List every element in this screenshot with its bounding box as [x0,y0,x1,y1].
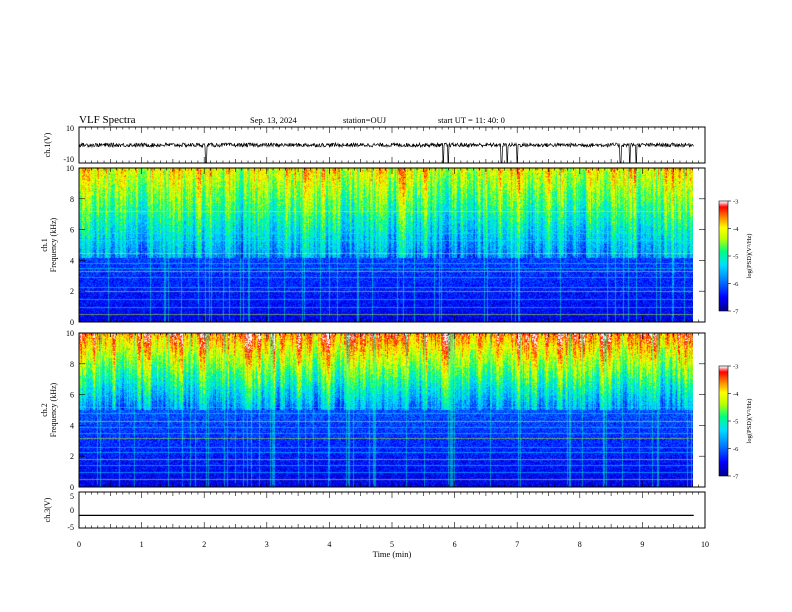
ch1-waveform-panel: 10 -10 ch.1(V) [43,124,706,164]
ch2-spectrogram-ylabel-frequency: Frequency (kHz) [49,382,58,437]
date-label: Sep. 13, 2024 [250,115,298,125]
x-axis-tick-labels: 0 1 2 3 4 5 6 7 8 9 10 [77,540,709,549]
colorbar-tick-label: -4 [733,226,739,233]
y-tick-label: 6 [70,226,74,235]
station-label: station=OUJ [343,115,387,125]
ch2-spectrogram-ylabel-channel: ch.2 [40,403,49,417]
colorbar-tick-label: -5 [733,419,738,426]
ch3-ytick-bottom: -5 [67,523,74,532]
ch1-ylabel: ch.1(V) [43,132,52,157]
x-tick-label: 2 [202,540,206,549]
ch1-colorbar [719,201,728,311]
x-tick-label: 5 [390,540,394,549]
colorbar-tick-label: -7 [733,474,739,481]
y-tick-label: 0 [70,318,74,327]
ch2-spectrogram-image [79,333,693,487]
ch2-colorbar [719,366,728,476]
colorbar-tick-label: -3 [733,199,738,206]
y-tick-label: 0 [70,483,74,492]
ch2-colorbar-ticks: -3 -4 -5 -6 -7 [728,364,739,481]
x-tick-label: 0 [77,540,81,549]
colorbar-tick-label: -4 [733,391,739,398]
ch2-colorbar-label: log(PSD)(V²/Hz) [746,399,753,444]
start-time-label: start UT = 11: 40: 0 [438,115,505,125]
x-tick-label: 4 [327,540,331,549]
x-tick-label: 6 [453,540,457,549]
y-tick-label: 2 [70,287,74,296]
ch1-ytick-bottom: -10 [63,155,74,164]
ch1-spectrogram-image [79,168,693,322]
colorbar-tick-label: -6 [733,281,739,288]
x-tick-label: 3 [265,540,269,549]
ch3-waveform-panel: 5 0 -5 ch.3(V) [43,491,706,532]
y-tick-label: 4 [70,421,74,430]
y-tick-label: 10 [66,329,74,338]
y-tick-label: 2 [70,452,74,461]
x-axis-ticks [78,127,706,528]
ch1-colorbar-label: log(PSD)(V²/Hz) [746,234,753,279]
y-tick-label: 8 [70,360,74,369]
ch3-ytick-middle: 0 [70,506,74,515]
colorbar-tick-label: -5 [733,254,738,261]
ch1-spectrogram-ylabel-channel: ch.1 [40,238,49,252]
x-tick-label: 1 [140,540,144,549]
x-tick-label: 10 [701,540,709,549]
ch1-spectrogram-yticks: 0 2 4 6 8 10 [66,164,705,327]
ch1-waveform-line [78,141,694,163]
y-tick-label: 4 [70,256,74,265]
x-tick-label: 8 [578,540,582,549]
figure-title: VLF Spectra [79,114,136,126]
ch3-ylabel: ch.3(V) [43,497,52,522]
y-tick-label: 6 [70,391,74,400]
x-tick-label: 9 [640,540,644,549]
ch1-ytick-top: 10 [66,124,74,133]
ch2-spectrogram-yticks: 0 2 4 6 8 10 [66,329,705,492]
ch1-colorbar-ticks: -3 -4 -5 -6 -7 [728,199,739,316]
x-axis-label: Time (min) [373,549,412,559]
colorbar-tick-label: -3 [733,364,738,371]
ch1-spectrogram-ylabel-frequency: Frequency (kHz) [49,217,58,272]
colorbar-tick-label: -7 [733,309,739,316]
ch3-ytick-top: 5 [70,492,74,501]
y-tick-label: 8 [70,195,74,204]
y-tick-label: 10 [66,164,74,173]
x-tick-label: 7 [515,540,519,549]
colorbar-tick-label: -6 [733,446,739,453]
